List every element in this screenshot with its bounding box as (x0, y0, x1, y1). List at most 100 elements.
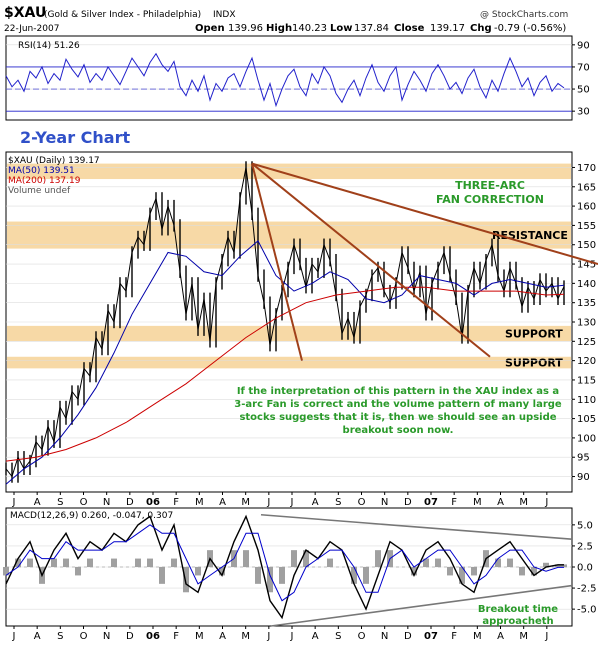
x-tick-label: N (381, 497, 388, 508)
x-tick-label: A (497, 631, 504, 642)
x-tick-label: A (497, 497, 504, 508)
fan-trendline (251, 163, 303, 361)
open-label: Open (195, 23, 225, 34)
x-tick-label: F (451, 631, 457, 642)
rsi-frame (5, 35, 573, 121)
macd-histogram-bar (411, 567, 417, 576)
macd-histogram-bar (495, 558, 501, 567)
macd-histogram-bar (267, 567, 273, 593)
price-legend-item: Volume undef (8, 186, 71, 196)
x-tick-label: A (34, 497, 41, 508)
price-legend-item: MA(200) 137.19 (8, 176, 81, 186)
macd-histogram-bar (183, 567, 189, 593)
macd-histogram-bar (63, 558, 69, 567)
x-tick-label: M (241, 497, 250, 508)
macd-trendline (270, 584, 573, 627)
x-tick-label: S (335, 631, 341, 642)
y-tick-label: 100 (577, 433, 596, 444)
x-tick-label: J (266, 631, 270, 642)
x-tick-label: F (173, 497, 179, 508)
low-value: 137.84 (354, 23, 389, 34)
chart-name: (Gold & Silver Index - Philadelphia) (44, 10, 201, 20)
macd-histogram-bar (531, 567, 537, 576)
macd-legend: MACD(12,26,9) 0.260, -0.047, 0.307 (10, 511, 173, 521)
x-tick-label: O (358, 497, 366, 508)
y-tick-label: 155 (577, 221, 596, 232)
macd-histogram-bar (423, 558, 429, 567)
y-tick-label: 125 (577, 337, 596, 348)
low-label: Low (330, 23, 352, 34)
y-tick-label: 95 (577, 453, 590, 464)
x-tick-label: A (34, 631, 41, 642)
y-tick-label: 160 (577, 202, 596, 213)
x-tick-label: A (219, 631, 226, 642)
chart-exchange: INDX (213, 10, 235, 20)
macd-histogram-bar (3, 567, 9, 576)
macd-histogram-bar (303, 550, 309, 567)
x-tick-label: F (451, 497, 457, 508)
x-tick-label: A (312, 497, 319, 508)
macd-signal-line (5, 524, 564, 602)
rsi-panel: 30 50 70 90 RSI(14) 51.26 (5, 35, 590, 121)
x-tick-label: D (404, 497, 412, 508)
x-tick-label: M (195, 497, 204, 508)
x-tick-label: A (312, 631, 319, 642)
x-tick-label: D (126, 631, 134, 642)
macd-histogram-bar (561, 564, 567, 567)
fan-label: THREE-ARC FAN CORRECTION (436, 179, 544, 206)
rsi-legend: RSI(14) 51.26 (18, 41, 80, 51)
macd-histogram-bar (135, 558, 141, 567)
price-panel: RESISTANCESUPPORTSUPPORT9095100105110115… (5, 128, 598, 508)
y-tick-label: -5.0 (577, 605, 597, 616)
close-label: Close (394, 23, 425, 34)
chg-value: -0.79 (-0.56%) (494, 23, 566, 34)
x-tick-label: M (473, 631, 482, 642)
x-tick-label: M (241, 631, 250, 642)
macd-histogram-bar (171, 558, 177, 567)
macd-histogram-bar (195, 567, 201, 576)
macd-histogram-bar (543, 562, 549, 567)
x-tick-label: N (381, 631, 388, 642)
y-tick-label: 105 (577, 414, 596, 425)
chg-label: Chg (470, 23, 492, 34)
y-tick-label: 110 (577, 395, 596, 406)
x-tick-label: O (80, 631, 88, 642)
comment-text: If the interpretation of this pattern in… (234, 386, 562, 436)
x-tick-label: D (404, 631, 412, 642)
x-tick-label: M (195, 631, 204, 642)
breakout-note: Breakout time approacheth (478, 604, 558, 627)
macd-histogram-bar (459, 567, 465, 584)
chart-date: 22-Jun-2007 (4, 24, 59, 34)
macd-histogram-bar (87, 558, 93, 567)
x-tick-label: O (80, 497, 88, 508)
ma50-line (5, 240, 565, 485)
x-tick-label: N (103, 631, 110, 642)
x-tick-label: M (473, 497, 482, 508)
x-tick-label: J (544, 631, 548, 642)
x-tick-label: A (219, 497, 226, 508)
macd-histogram-bar (507, 558, 513, 567)
y-tick-label: 90 (577, 472, 590, 483)
y-tick-label: 165 (577, 182, 596, 193)
macd-histogram-bar (159, 567, 165, 584)
price-zone (7, 356, 571, 369)
x-tick-label: M (519, 497, 528, 508)
y-tick-label: 30 (577, 107, 590, 118)
rsi-line (5, 52, 565, 108)
chart-symbol: $XAU (4, 5, 46, 21)
y-tick-label: 135 (577, 298, 596, 309)
macd-histogram-bar (471, 567, 477, 576)
fan-trendline (251, 162, 491, 358)
macd-histogram-bar (75, 567, 81, 576)
macd-histogram-bar (51, 558, 57, 567)
zone-label: SUPPORT (505, 328, 563, 341)
y-tick-label: 90 (577, 40, 590, 51)
x-tick-label: J (544, 497, 548, 508)
macd-histogram-bar (255, 567, 261, 584)
y-tick-label: 130 (577, 318, 596, 329)
y-tick-label: 5.0 (577, 520, 593, 531)
y-tick-label: 0.0 (577, 563, 593, 574)
macd-histogram-bar (279, 567, 285, 584)
macd-histogram-bar (327, 558, 333, 567)
